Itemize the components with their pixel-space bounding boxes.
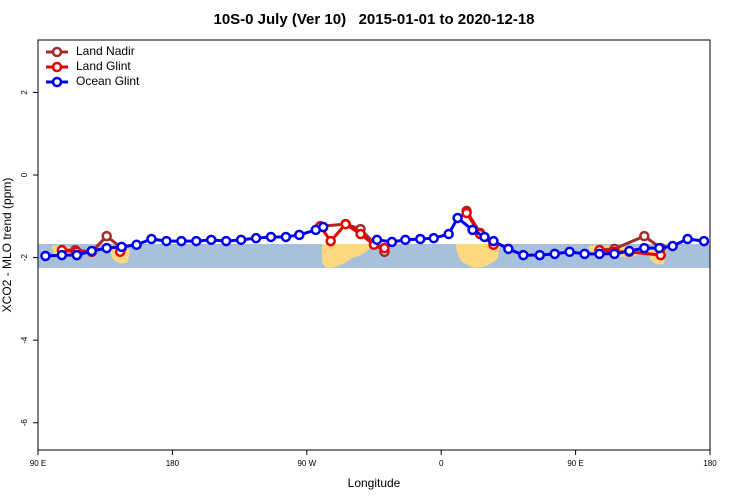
x-tick-label: 90 W xyxy=(297,459,316,468)
point xyxy=(220,235,232,247)
point xyxy=(503,243,514,255)
point xyxy=(250,232,262,244)
legend-marker xyxy=(51,61,63,73)
y-tick-label: 0 xyxy=(20,172,29,177)
point xyxy=(71,249,83,261)
point xyxy=(415,233,426,245)
point xyxy=(317,221,329,233)
point xyxy=(176,235,187,247)
point xyxy=(639,242,650,254)
point xyxy=(682,233,693,245)
point xyxy=(265,231,277,243)
point xyxy=(294,229,305,241)
point xyxy=(518,249,529,261)
chart-title: 10S-0 July (Ver 10) 2015-01-01 to 2020-1… xyxy=(213,11,534,28)
legend-label: Land Glint xyxy=(76,59,131,73)
point xyxy=(667,240,678,252)
point xyxy=(467,224,478,236)
x-tick-label: 180 xyxy=(166,459,180,468)
point xyxy=(146,233,157,245)
point xyxy=(549,248,560,260)
y-tick-label: -4 xyxy=(20,336,29,344)
point xyxy=(340,218,351,230)
point xyxy=(400,234,411,246)
legend-label: Land Nadir xyxy=(76,44,135,58)
point xyxy=(452,212,463,224)
legend-marker xyxy=(51,76,63,88)
x-axis-label: Longitude xyxy=(348,476,401,490)
point xyxy=(191,235,202,247)
point xyxy=(428,232,439,244)
point xyxy=(280,231,292,243)
point xyxy=(624,245,635,257)
point xyxy=(653,242,665,254)
point xyxy=(371,234,383,246)
point xyxy=(235,234,247,246)
series xyxy=(40,212,710,262)
point xyxy=(131,239,142,251)
point xyxy=(479,231,490,243)
legend-marker xyxy=(51,46,63,58)
point xyxy=(443,228,454,240)
point xyxy=(579,248,590,260)
point xyxy=(86,245,98,257)
x-tick-label: 90 E xyxy=(30,459,46,468)
point xyxy=(161,235,172,247)
point xyxy=(205,234,217,246)
point xyxy=(534,249,546,261)
point xyxy=(379,242,390,254)
y-tick-label: -6 xyxy=(20,419,29,427)
point xyxy=(564,246,575,258)
legend-label: Ocean Glint xyxy=(76,74,140,88)
point xyxy=(355,228,366,240)
point xyxy=(40,250,51,262)
point xyxy=(325,235,336,247)
point xyxy=(386,236,398,248)
x-tick-label: 90 E xyxy=(567,459,583,468)
point xyxy=(698,235,710,247)
point xyxy=(461,207,472,219)
point xyxy=(609,248,620,260)
plot-frame xyxy=(37,39,711,451)
point xyxy=(56,249,68,261)
x-tick-label: 180 xyxy=(703,459,717,468)
y-tick-label: -2 xyxy=(20,253,29,261)
point xyxy=(101,242,112,254)
point xyxy=(488,235,499,247)
x-tick-label: 0 xyxy=(439,459,444,468)
point xyxy=(639,230,650,242)
point xyxy=(116,241,127,253)
y-tick-label: 2 xyxy=(20,90,29,95)
point xyxy=(101,230,112,242)
y-axis-label: XCO2 - MLO trend (ppm) xyxy=(0,178,14,313)
point xyxy=(594,248,605,260)
